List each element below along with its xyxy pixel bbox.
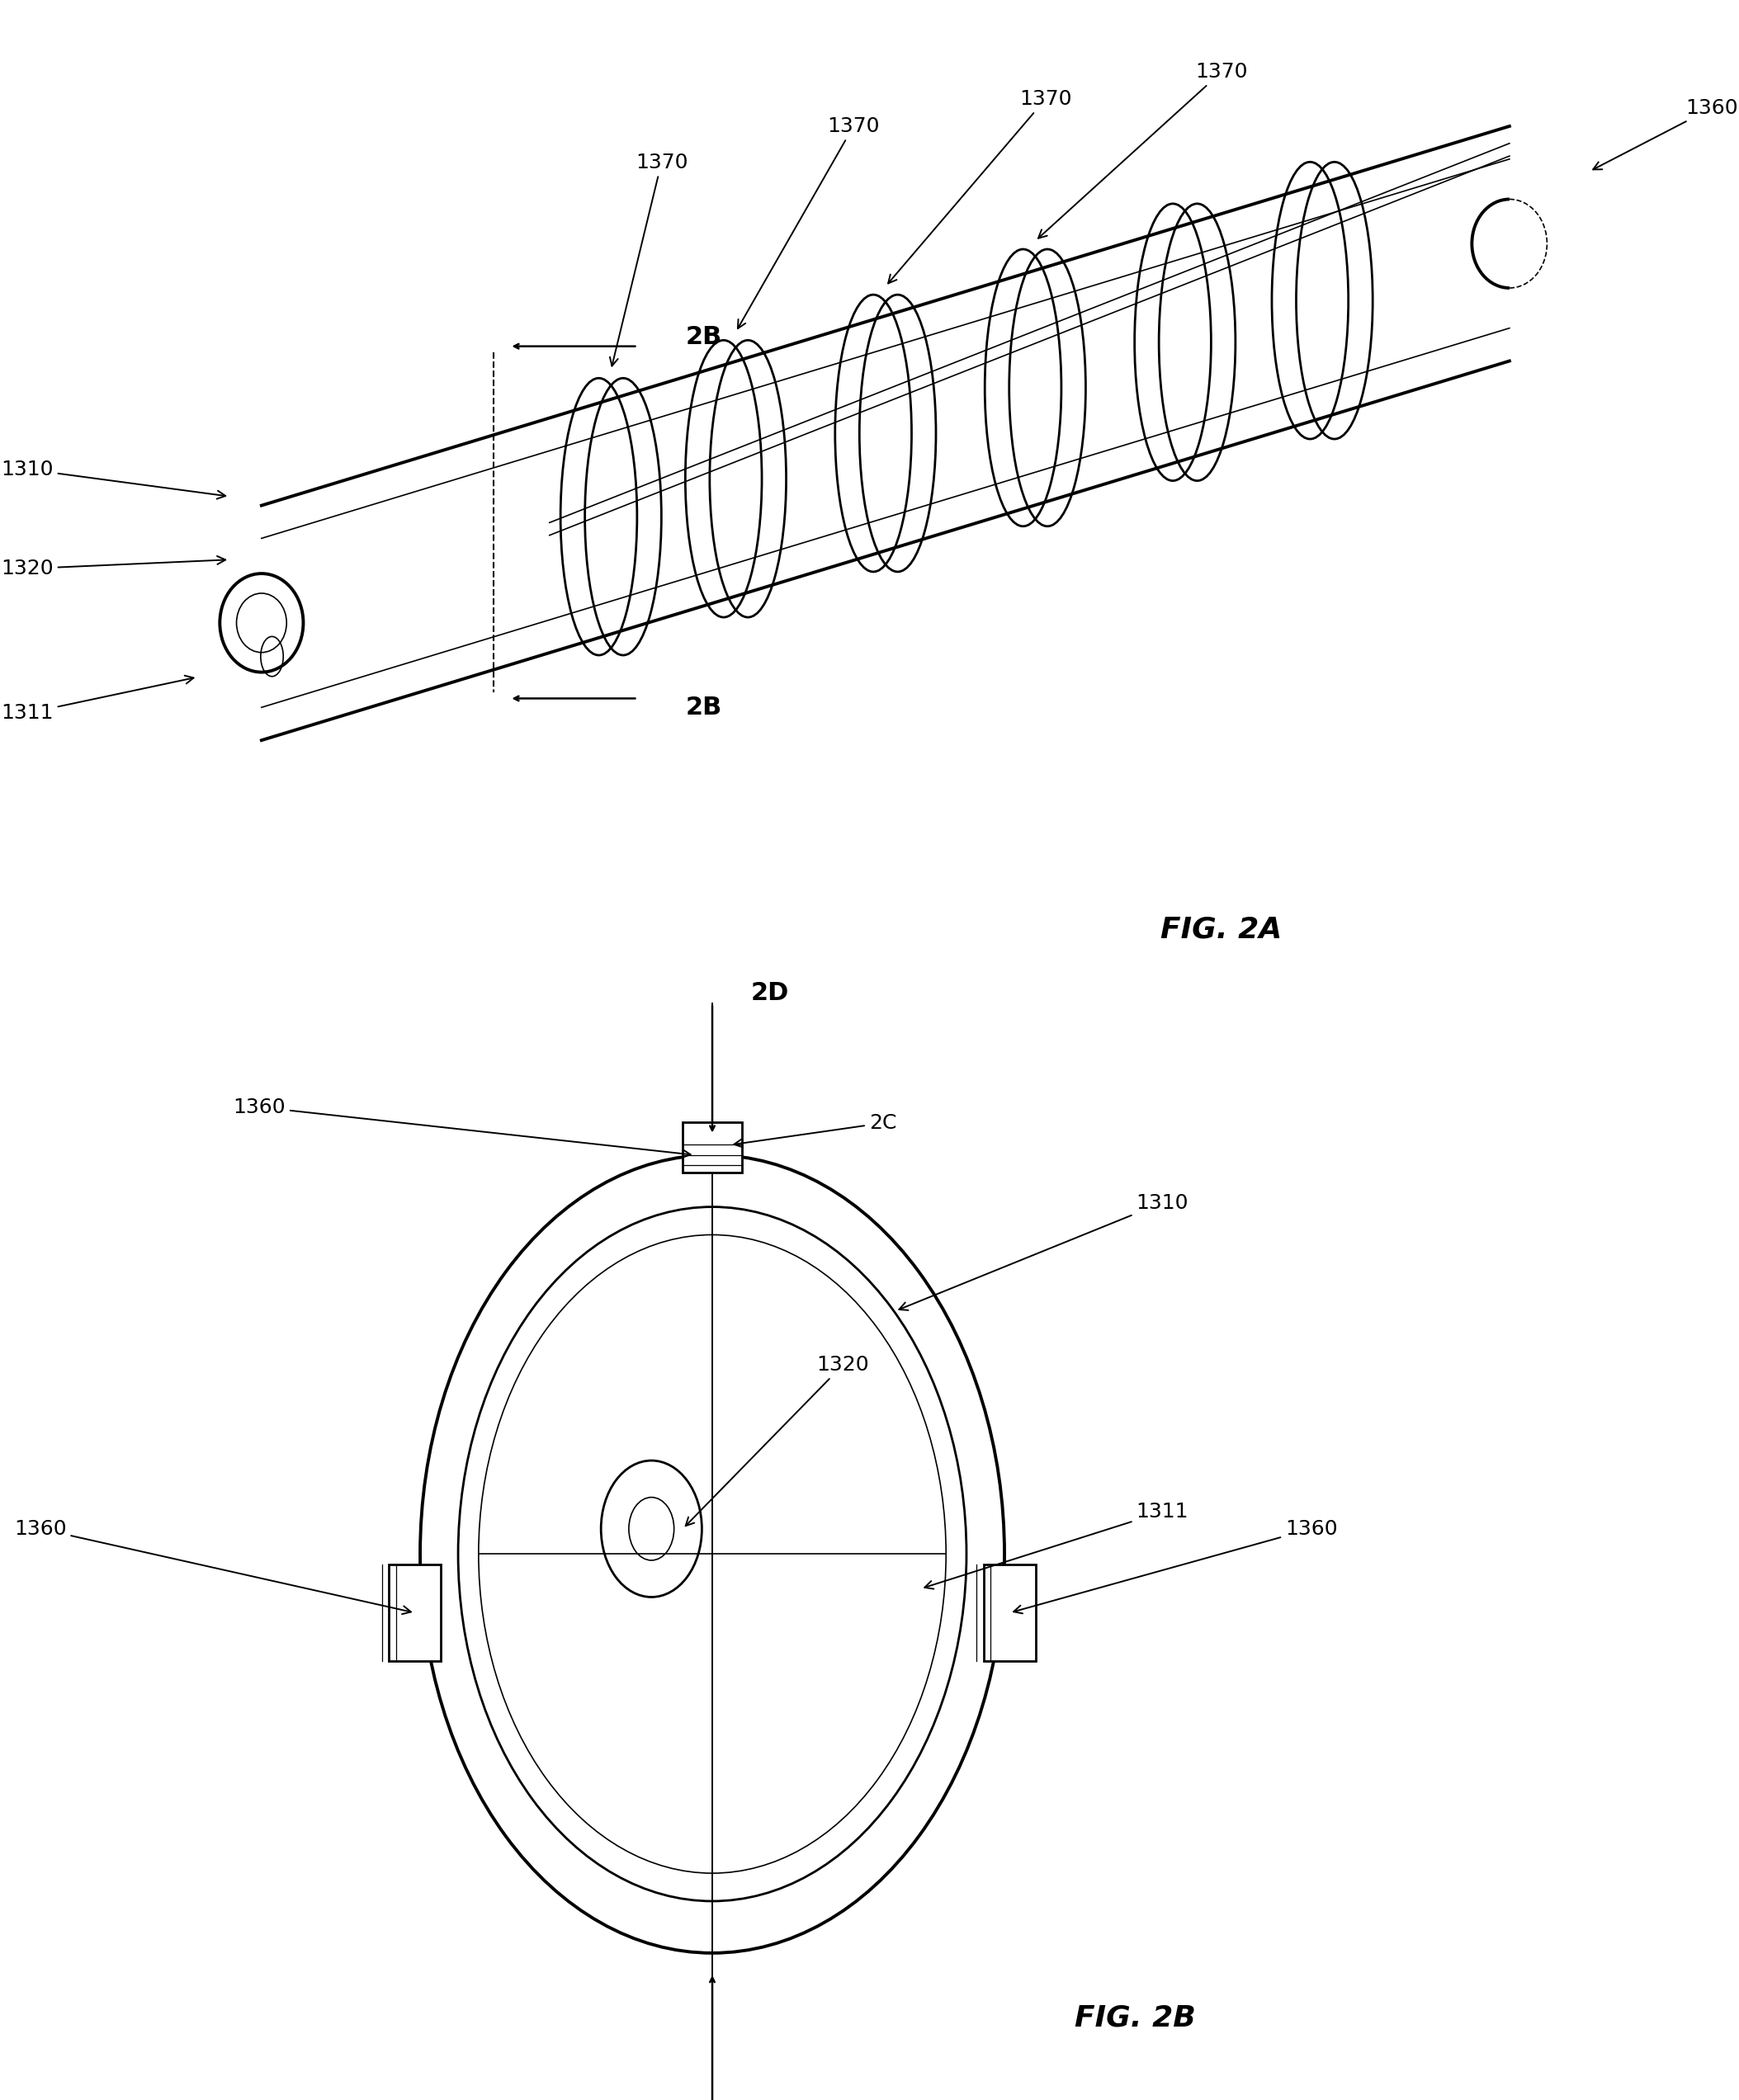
Text: 1370: 1370 — [1038, 63, 1247, 237]
Text: 1311: 1311 — [2, 676, 193, 722]
Text: 1310: 1310 — [899, 1193, 1188, 1310]
Text: 1360: 1360 — [1014, 1518, 1337, 1613]
Bar — [984, 1565, 1036, 1661]
Text: 1370: 1370 — [889, 88, 1071, 284]
Text: 1370: 1370 — [737, 116, 880, 328]
Text: 1320: 1320 — [2, 557, 226, 580]
Text: 1320: 1320 — [685, 1355, 870, 1527]
Text: 1311: 1311 — [925, 1502, 1188, 1590]
Text: 1370: 1370 — [610, 153, 687, 365]
Text: 2C: 2C — [734, 1113, 896, 1147]
Text: FIG. 2A: FIG. 2A — [1160, 916, 1282, 943]
Text: 1360: 1360 — [14, 1518, 410, 1615]
Text: 2D: 2D — [751, 981, 790, 1004]
Bar — [683, 1121, 743, 1172]
Bar — [390, 1565, 442, 1661]
Text: 2B: 2B — [685, 326, 722, 349]
Text: 1360: 1360 — [233, 1096, 690, 1157]
Text: 2B: 2B — [685, 695, 722, 720]
Text: 1310: 1310 — [2, 460, 226, 500]
Text: 1360: 1360 — [1593, 99, 1737, 170]
Text: FIG. 2B: FIG. 2B — [1075, 2003, 1196, 2031]
